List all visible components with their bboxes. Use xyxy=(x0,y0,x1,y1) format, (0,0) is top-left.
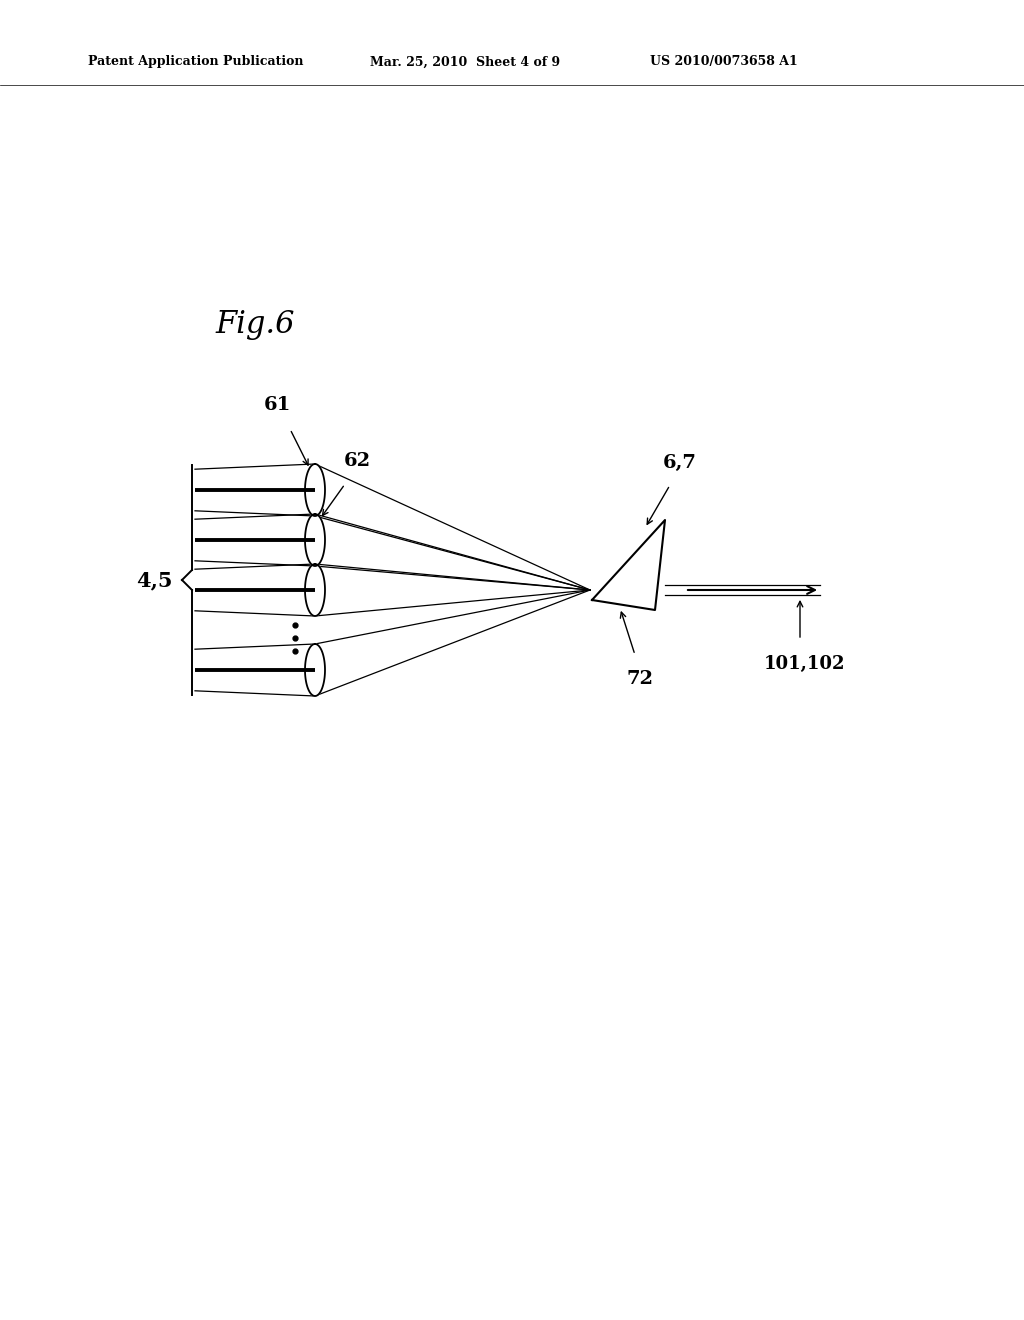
Text: 101,102: 101,102 xyxy=(764,655,846,673)
Text: Mar. 25, 2010  Sheet 4 of 9: Mar. 25, 2010 Sheet 4 of 9 xyxy=(370,55,560,69)
Text: Patent Application Publication: Patent Application Publication xyxy=(88,55,303,69)
Polygon shape xyxy=(305,564,325,616)
Text: 61: 61 xyxy=(263,396,291,414)
Text: 62: 62 xyxy=(343,451,371,470)
Text: 72: 72 xyxy=(627,671,653,688)
Polygon shape xyxy=(592,520,665,610)
Polygon shape xyxy=(305,644,325,696)
Text: US 2010/0073658 A1: US 2010/0073658 A1 xyxy=(650,55,798,69)
Text: 4,5: 4,5 xyxy=(136,570,172,590)
Polygon shape xyxy=(305,513,325,566)
Text: 6,7: 6,7 xyxy=(664,454,697,473)
Polygon shape xyxy=(305,465,325,516)
Text: Fig.6: Fig.6 xyxy=(215,309,295,341)
